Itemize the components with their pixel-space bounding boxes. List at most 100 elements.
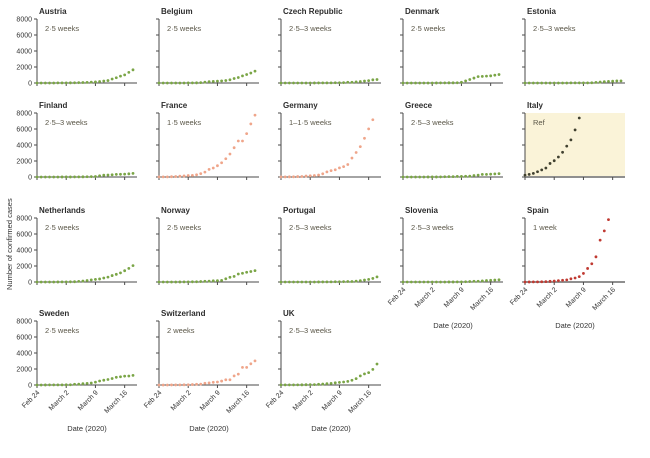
- panel-plot: 2·5 weeks: [400, 18, 503, 86]
- lag-label: Ref: [533, 118, 546, 127]
- ref-highlight: [525, 113, 625, 177]
- data-points: [523, 79, 623, 85]
- panel-title: Norway: [161, 206, 190, 215]
- y-axis: [400, 217, 404, 283]
- data-points: [279, 118, 375, 179]
- country-panel: Portugal 2·5–3 weeks: [278, 205, 402, 308]
- country-panel: Finland 2·5–3 weeks 0 2000 4000 6000 8000: [16, 100, 158, 205]
- panel-title: Czech Republic: [283, 7, 343, 16]
- svg-text:0: 0: [28, 383, 32, 390]
- country-panel: Austria 2·5 weeks 0 2000 4000 6000 8000: [16, 6, 158, 100]
- svg-text:March 9: March 9: [199, 389, 222, 412]
- svg-text:0: 0: [28, 175, 32, 182]
- lag-label: 1·5 weeks: [167, 118, 201, 127]
- panel-plot: 2·5–3 weeks: [522, 18, 625, 86]
- panel-plot: Ref: [522, 112, 625, 180]
- lag-label: 2·5–3 weeks: [289, 223, 332, 232]
- panel-title: Sweden: [39, 309, 70, 318]
- country-panel: Slovenia 2·5–3 weeks Feb 24 March 2 March 9…: [387, 205, 524, 330]
- country-panel: Belgium 2·5 weeks: [156, 6, 280, 100]
- panel-title: Italy: [527, 101, 544, 110]
- x-axis-title: Date (2020): [67, 424, 107, 433]
- data-points: [401, 73, 501, 85]
- svg-text:March 2: March 2: [48, 389, 71, 412]
- panel-grid: Austria 2·5 weeks 0 2000 4000 6000 8000 Belgi…: [16, 6, 646, 441]
- svg-text:6000: 6000: [16, 33, 32, 40]
- panel-plot: 2·5–3 weeks: [278, 18, 381, 86]
- country-panel: Spain 1 week Feb 24 March 2 March 9 March 16…: [509, 205, 646, 330]
- svg-text:4000: 4000: [16, 143, 32, 150]
- country-panel: Germany 1–1·5 weeks: [278, 100, 402, 205]
- svg-text:March 16: March 16: [469, 286, 495, 312]
- lag-label: 2·5–3 weeks: [45, 118, 88, 127]
- data-points: [35, 264, 135, 284]
- svg-text:4000: 4000: [16, 351, 32, 358]
- svg-text:March 9: March 9: [443, 286, 466, 309]
- country-panel: France 1·5 weeks: [156, 100, 280, 205]
- svg-text:6000: 6000: [16, 232, 32, 239]
- data-points: [401, 278, 501, 284]
- country-panel: Denmark 2·5 weeks: [400, 6, 524, 100]
- y-axis: 0 2000 4000 6000 8000: [16, 17, 38, 88]
- svg-text:6000: 6000: [16, 127, 32, 134]
- x-axis: [158, 82, 259, 86]
- y-axis-title: Number of confirmed cases: [5, 198, 14, 290]
- x-axis-title: Date (2020): [555, 321, 595, 330]
- data-points: [401, 172, 501, 179]
- x-axis: [36, 281, 137, 285]
- panel-title: UK: [283, 309, 295, 318]
- svg-text:March 9: March 9: [77, 389, 100, 412]
- panel-title: Denmark: [405, 7, 440, 16]
- y-axis: [278, 320, 282, 386]
- panel-plot: 2·5 weeks 0 2000 4000 6000 8000: [16, 216, 137, 287]
- x-axis-title: Date (2020): [311, 424, 351, 433]
- svg-text:March 9: March 9: [565, 286, 588, 309]
- panel-plot: 2·5 weeks 0 2000 4000 6000 8000 Feb 24 March 2 M…: [16, 319, 137, 433]
- data-points: [523, 218, 610, 284]
- svg-text:8000: 8000: [16, 216, 32, 223]
- lag-label: 2·5 weeks: [45, 223, 79, 232]
- panel-title: Switzerland: [161, 309, 206, 318]
- panel-title: Estonia: [527, 7, 556, 16]
- svg-text:March 2: March 2: [170, 389, 193, 412]
- data-points: [35, 68, 135, 85]
- y-axis: 0 2000 4000 6000 8000: [16, 319, 38, 390]
- svg-text:4000: 4000: [16, 248, 32, 255]
- svg-text:6000: 6000: [16, 335, 32, 342]
- svg-text:Feb 24: Feb 24: [21, 389, 41, 409]
- panel-title: Portugal: [283, 206, 316, 215]
- panel-plot: 2·5 weeks 0 2000 4000 6000 8000: [16, 17, 137, 88]
- svg-text:0: 0: [28, 280, 32, 287]
- svg-text:March 2: March 2: [414, 286, 437, 309]
- panel-plot: 1·5 weeks: [156, 112, 259, 180]
- y-axis: [156, 18, 160, 84]
- data-points: [35, 374, 135, 387]
- lag-label: 2·5–3 weeks: [533, 24, 576, 33]
- svg-text:March 2: March 2: [536, 286, 559, 309]
- y-axis: 0 2000 4000 6000 8000: [16, 111, 38, 182]
- svg-text:4000: 4000: [16, 49, 32, 56]
- data-points: [279, 362, 379, 387]
- svg-text:March 16: March 16: [347, 389, 373, 415]
- y-axis: [522, 18, 526, 84]
- lag-label: 1 week: [533, 223, 557, 232]
- panel-title: Greece: [405, 101, 433, 110]
- lag-label: 2·5–3 weeks: [289, 24, 332, 33]
- country-panel: Netherlands 2·5 weeks 0 2000 4000 6000 8000: [16, 205, 158, 308]
- data-points: [279, 78, 379, 85]
- data-points: [157, 69, 257, 85]
- data-points: [35, 172, 135, 179]
- panel-plot: 2·5–3 weeks 0 2000 4000 6000 8000: [16, 111, 137, 182]
- panel-plot: 2·5–3 weeks: [400, 112, 503, 180]
